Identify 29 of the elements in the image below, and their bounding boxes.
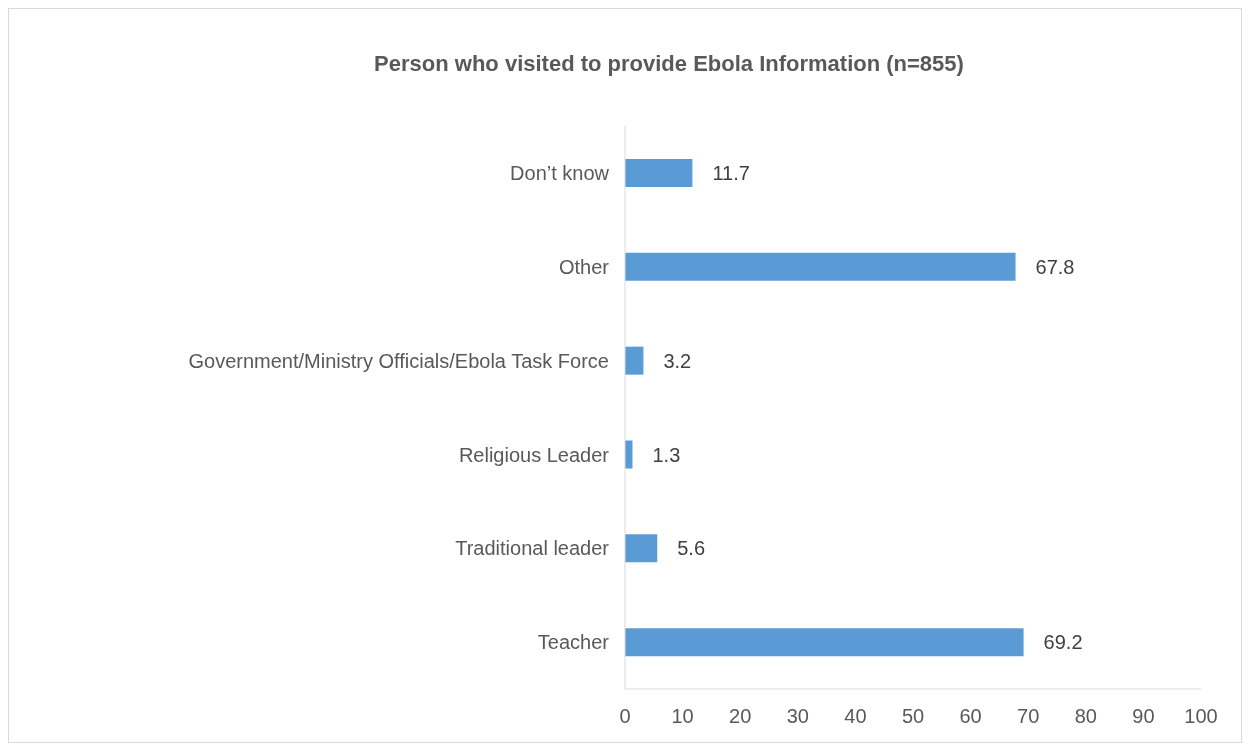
data-label: 1.3 [652,443,681,466]
y-tick-label: Other [558,255,610,278]
x-tick-label: 20 [729,705,752,728]
x-tick-label: 0 [619,705,631,728]
x-tick-label: 10 [671,705,694,728]
x-tick-label: 80 [1074,705,1097,728]
x-tick-label: 60 [959,705,982,728]
chart-title: Person who visited to provide Ebola Information (n=855) [373,51,965,77]
x-tick-label: 100 [1184,705,1218,728]
x-tick-label: 30 [786,705,809,728]
y-tick-label: Government/Ministry Officials/Ebola Task Force [188,349,609,372]
data-label: 5.6 [677,537,706,560]
bar [625,252,1016,281]
data-label: 11.7 [712,162,750,185]
y-tick-label: Traditional leader [455,537,610,560]
bar [625,534,658,563]
bar [625,628,1024,657]
x-tick-label: 50 [901,705,925,728]
x-tick-label: 40 [844,705,867,728]
data-label: 67.8 [1035,255,1075,278]
data-label: 3.2 [663,349,692,372]
x-tick-label: 90 [1132,705,1155,728]
x-tick-label: 70 [1017,705,1040,728]
bar [625,159,693,187]
bar [625,346,644,375]
y-tick-label: Religious Leader [458,443,610,466]
y-tick-label: Don’t know [510,162,610,185]
y-tick-label: Teacher [537,631,610,654]
data-label: 69.2 [1043,631,1083,654]
